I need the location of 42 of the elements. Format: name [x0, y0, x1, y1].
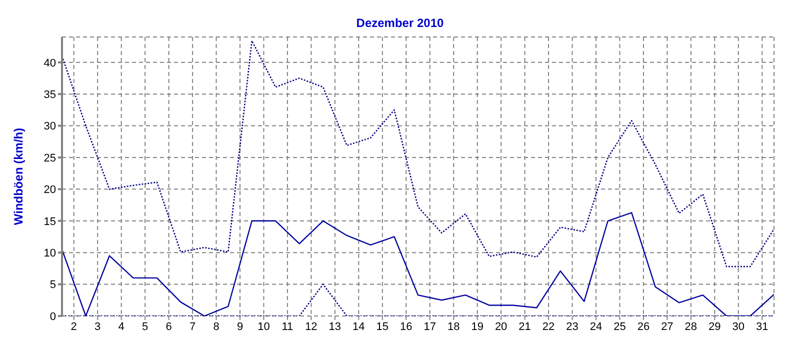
x-tick-label: 18 [447, 320, 460, 333]
x-tick-label: 6 [166, 320, 172, 333]
x-tick-label: 17 [424, 320, 436, 333]
x-tick-label: 15 [376, 320, 389, 333]
x-tick-label: 9 [236, 320, 244, 333]
y-tick-label: 10 [44, 247, 56, 260]
x-tick-label: 28 [684, 320, 698, 333]
x-tick-label: 8 [213, 320, 220, 333]
x-tick-label: 19 [471, 320, 484, 333]
x-tick-label: 4 [118, 320, 124, 333]
x-tick-label: 11 [282, 320, 294, 333]
x-tick-label: 20 [494, 320, 508, 333]
x-tick-label: 16 [400, 320, 412, 333]
y-tick-label: 40 [44, 57, 56, 70]
x-tick-label: 5 [142, 320, 148, 333]
x-tick-label: 3 [94, 320, 101, 333]
y-axis-title: Windböen (km/h) [11, 128, 26, 226]
y-tick-label: 30 [44, 120, 56, 133]
x-tick-label: 2 [70, 320, 77, 333]
y-tick-label: 5 [50, 279, 56, 292]
x-tick-label: 31 [756, 320, 768, 333]
line-series [62, 40, 774, 268]
x-tick-label: 25 [614, 320, 626, 333]
x-tick-label: 14 [352, 320, 365, 333]
y-tick-label: 15 [44, 216, 56, 228]
x-tick-label: 7 [189, 320, 196, 333]
x-tick-label: 22 [542, 320, 555, 333]
y-tick-label: 20 [44, 184, 56, 196]
y-tick-label: 25 [44, 152, 56, 164]
x-tick-label: 13 [328, 320, 342, 333]
x-tick-label: 12 [305, 320, 318, 333]
x-tick-label: 30 [732, 320, 745, 333]
y-tick-label: 35 [44, 88, 56, 101]
x-tick-label: 27 [661, 320, 674, 333]
x-tick-label: 21 [518, 320, 531, 333]
x-tick-label: 29 [708, 320, 721, 333]
chart-title: Dezember 2010 [355, 16, 445, 30]
y-tick-label: 0 [50, 310, 56, 323]
x-tick-label: 10 [258, 320, 270, 333]
x-tick-label: 23 [566, 320, 578, 333]
x-tick-label: 24 [590, 320, 602, 333]
x-tick-label: 26 [637, 320, 650, 333]
